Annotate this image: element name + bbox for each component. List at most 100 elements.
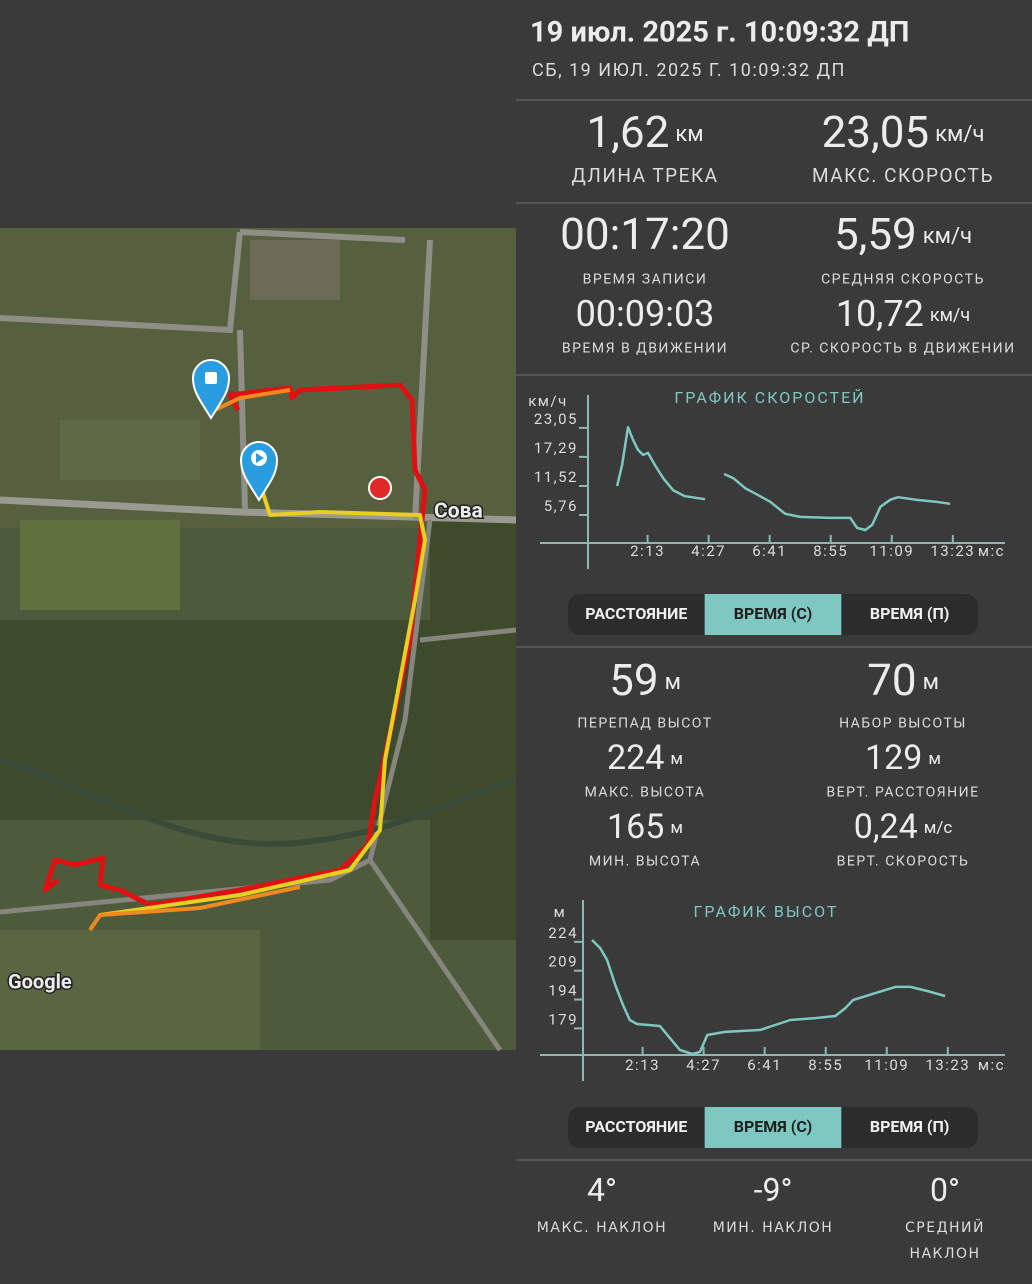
stat-number: 5,59 [834,208,917,260]
x-axis-label: м:с [978,1056,1005,1074]
stat-value: 165 м [607,807,683,847]
x-tick-label: 2:13 [630,542,665,560]
x-tick-label: 11:09 [864,1056,909,1074]
stat-label: НАБОР ВЫСОТЫ [839,716,967,732]
y-tick-label: 17,29 [534,439,578,457]
y-tick-label: 5,76 [544,497,578,515]
x-tick-label: 6:41 [747,1056,782,1074]
stat-number: 129 [865,738,922,778]
stat-number: 00:09:03 [576,293,715,335]
stat-value: 00:09:03 [576,293,715,335]
stat-number: 0,24 [854,807,918,847]
stat-number: -9° [754,1171,793,1209]
map-attribution: Google [8,969,72,993]
stat-label: СРЕДНИЙ НАКЛОН [905,1220,985,1262]
stat-label: СР. СКОРОСТЬ В ДВИЖЕНИИ [790,341,1015,357]
stat-label-box: СРЕДНИЙ НАКЛОН [905,1220,985,1262]
x-tick-label: 6:41 [752,542,787,560]
stat-value: 4° [587,1171,617,1209]
stat-label: МАКС. СКОРОСТЬ [812,164,994,187]
stat-label-box: МАКС. НАКЛОН [536,1220,668,1236]
stat-number: 00:17:20 [560,208,730,260]
stat-label: ВЕРТ. РАССТОЯНИЕ [826,785,979,801]
segment-label[interactable]: ВРЕМЯ (П) [870,604,950,623]
segment-label[interactable]: ВРЕМЯ (С) [734,1117,812,1136]
y-axis-label: км/ч [528,392,568,410]
stat-value: 59 м [609,654,681,706]
stat-unit: км/ч [923,224,972,249]
stat-number: 10,72 [836,293,924,335]
dividers [516,99,1032,1161]
y-tick-label: 11,52 [534,468,578,486]
y-tick-label: 23,05 [534,410,578,428]
y-tick-label: 209 [548,953,578,971]
stat-unit: м [665,670,681,695]
x-axis-label: м:с [978,542,1005,560]
stat-label: ВРЕМЯ ЗАПИСИ [583,272,708,288]
x-tick-label: 4:27 [691,542,726,560]
stat-value: 129 м [865,738,941,778]
stat-unit: м [928,749,941,769]
stat-label: ДЛИНА ТРЕКА [571,164,718,187]
stat-unit: м [670,749,683,769]
subtitle: СБ, 19 ИЮЛ. 2025 Г. 10:09:32 ДП [532,60,846,81]
stat-number: 70 [867,654,916,706]
y-tick-label: 194 [548,982,578,1000]
stat-label-box: МИН. НАКЛОН [712,1220,834,1236]
x-tick-label: 4:27 [686,1056,721,1074]
stat-value: 5,59 км/ч [834,208,972,260]
stat-number: 165 [607,807,664,847]
stat-value: 10,72 км/ч [836,293,970,335]
place-label: Сова [434,500,483,524]
stat-label: ВРЕМЯ В ДВИЖЕНИИ [562,341,728,357]
stat-label: ПЕРЕПАД ВЫСОТ [577,716,712,732]
stat-unit: м [923,670,939,695]
stat-value: 70 м [867,654,939,706]
stat-value: 00:17:20 [560,208,730,260]
stat-value: 224 м [607,738,683,778]
stat-number: 1,62 [586,106,669,158]
x-tick-label: 2:13 [625,1056,660,1074]
stat-unit: км [675,122,703,147]
data-line [615,425,951,532]
stat-unit: м [670,818,683,838]
y-tick-label: 179 [548,1010,578,1028]
stat-label: МАКС. НАКЛОН [536,1220,668,1236]
stat-label: ВЕРТ. СКОРОСТЬ [837,854,970,870]
segment-label[interactable]: ВРЕМЯ (П) [870,1117,950,1136]
y-axis-label: м [554,903,567,921]
x-tick-label: 11:09 [869,542,914,560]
stat-value: 0,24 м/с [854,807,953,847]
chart-title: ГРАФИК СКОРОСТЕЙ [674,388,865,407]
stat-number: 4° [587,1171,617,1209]
y-tick-label: 224 [548,924,578,942]
segment-label[interactable]: РАССТОЯНИЕ [585,1117,687,1136]
stat-unit: м/с [924,818,953,838]
map[interactable]: Сова Google [0,228,517,1052]
stat-number: 0° [930,1171,960,1209]
stat-label: МИН. НАКЛОН [712,1220,834,1236]
title: 19 июл. 2025 г. 10:09:32 ДП [530,16,909,50]
stat-value: 0° [930,1171,960,1209]
stat-value: 1,62 км [586,106,703,158]
x-tick-label: 13:23 [925,1056,970,1074]
stat-number: 59 [609,654,658,706]
stat-number: 23,05 [822,106,930,158]
stat-unit: км/ч [935,122,984,147]
stat-value: -9° [754,1171,793,1209]
stat-number: 224 [607,738,664,778]
stat-unit: км/ч [930,305,970,326]
stat-label: МАКС. ВЫСОТА [585,785,706,801]
data-line [591,939,946,1056]
segment-label[interactable]: ВРЕМЯ (С) [734,604,812,623]
stat-value: 23,05 км/ч [822,106,985,158]
chart-title: ГРАФИК ВЫСОТ [694,902,839,921]
segment-button[interactable] [704,1107,842,1148]
x-tick-label: 8:55 [813,542,848,560]
segment-label[interactable]: РАССТОЯНИЕ [585,604,687,623]
stat-label: МИН. ВЫСОТА [589,854,701,870]
stat-label: СРЕДНЯЯ СКОРОСТЬ [821,272,985,288]
segment-button[interactable] [704,594,842,635]
x-tick-label: 8:55 [808,1056,843,1074]
